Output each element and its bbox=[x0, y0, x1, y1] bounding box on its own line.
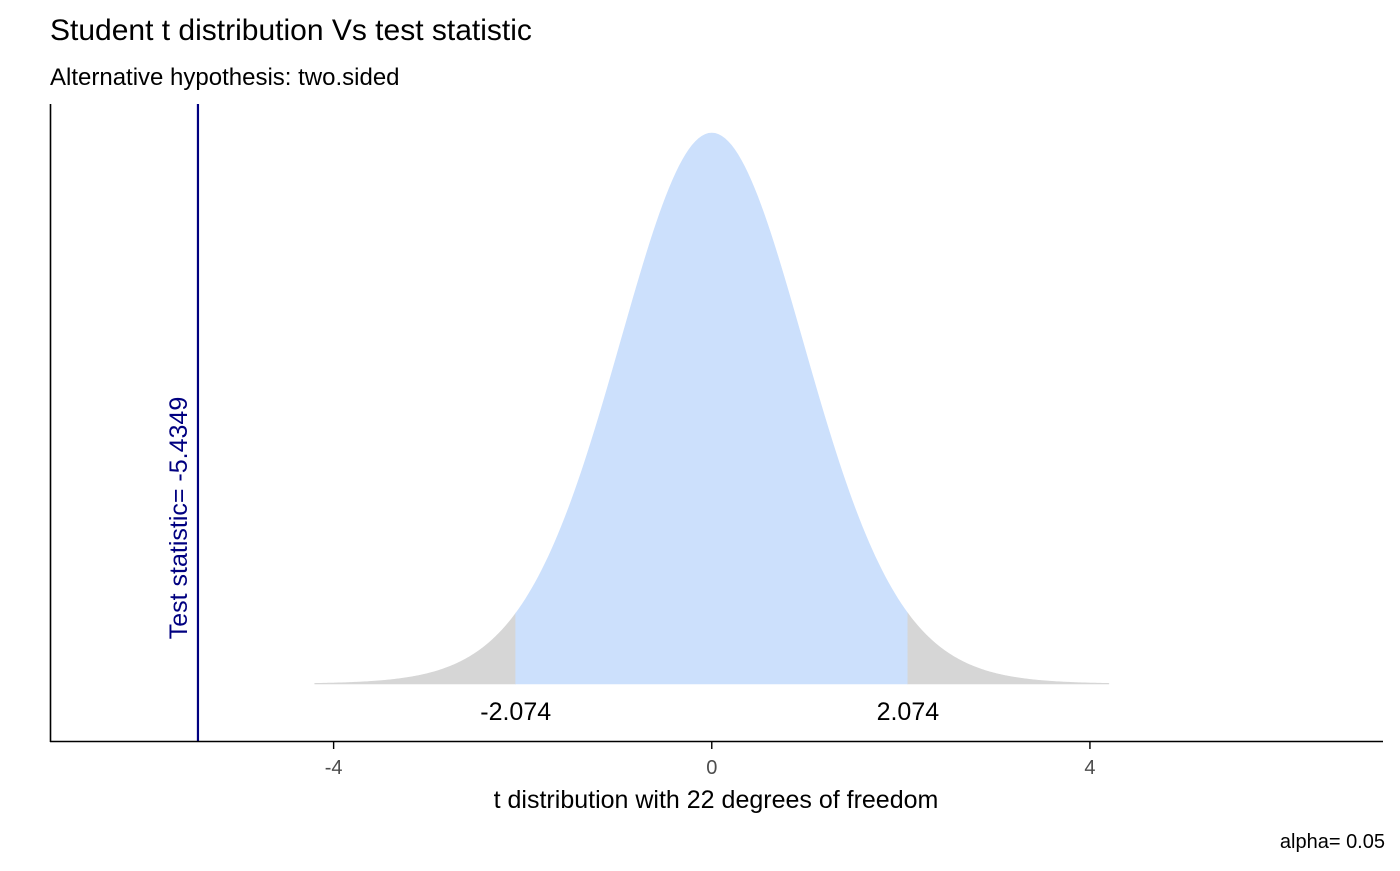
test-statistic-label: Test statistic= -5.4349 bbox=[165, 397, 193, 639]
x-tick-label: 0 bbox=[706, 757, 717, 779]
critical-value-labels: -2.074 2.074 bbox=[480, 698, 939, 726]
x-tick-label: -4 bbox=[325, 757, 343, 779]
acceptance-region-1 bbox=[515, 132, 909, 685]
critical-value-label: 2.074 bbox=[877, 698, 940, 726]
x-axis-title: t distribution with 22 degrees of freedo… bbox=[494, 786, 939, 814]
chart-title: Student t distribution Vs test statistic bbox=[50, 14, 532, 47]
chart-caption: alpha= 0.05 bbox=[1280, 831, 1385, 853]
critical-value-label: -2.074 bbox=[480, 698, 551, 726]
x-axis-ticks: -4 0 4 bbox=[325, 742, 1095, 779]
rejection-region-0 bbox=[314, 612, 516, 685]
x-tick-label: 4 bbox=[1084, 757, 1095, 779]
chart-subtitle: Alternative hypothesis: two.sided bbox=[50, 64, 400, 91]
rejection-region-2 bbox=[907, 612, 1110, 685]
density-regions bbox=[314, 132, 1110, 685]
